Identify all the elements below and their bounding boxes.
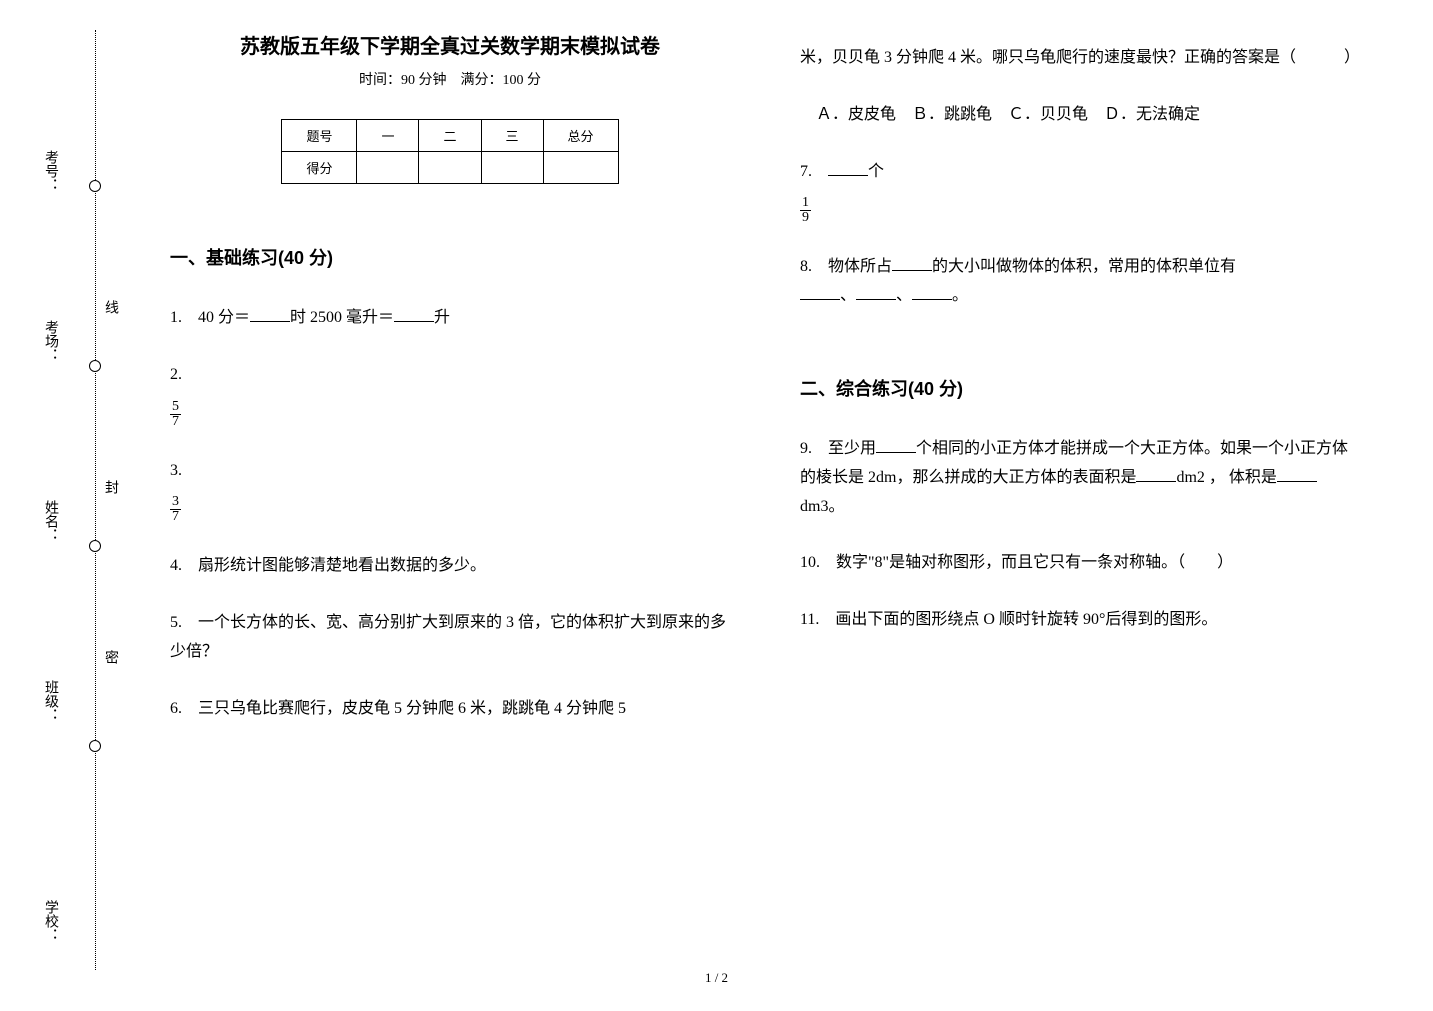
- question-4: 4. 扇形统计图能够清楚地看出数据的多少。: [170, 552, 730, 581]
- q9-a: 9. 至少用: [800, 440, 876, 457]
- score-header: 总分: [543, 120, 618, 152]
- binding-tag-feng: 封: [100, 480, 120, 494]
- q9-d: dm3。: [800, 498, 844, 515]
- question-7: 7. 个 1 9: [800, 158, 1360, 226]
- fraction-num: 5: [170, 400, 181, 415]
- question-6-options: Ａ．皮皮龟 Ｂ．跳跳龟 Ｃ．贝贝龟 Ｄ．无法确定: [800, 101, 1360, 130]
- score-label: 得分: [282, 152, 357, 184]
- score-header: 三: [481, 120, 543, 152]
- binding-tag-xian: 线: [100, 300, 120, 314]
- question-11: 11. 画出下面的图形绕点 O 顺时针旋转 90°后得到的图形。: [800, 606, 1360, 635]
- score-header: 一: [357, 120, 419, 152]
- score-cell: [357, 152, 419, 184]
- question-9: 9. 至少用个相同的小正方体才能拼成一个大正方体。如果一个小正方体的棱长是 2d…: [800, 435, 1360, 521]
- fraction-den: 7: [170, 510, 181, 524]
- q1-text-a: 1. 40 分＝: [170, 309, 250, 326]
- fraction: 5 7: [170, 400, 181, 429]
- section2-title: 二、综合练习(40 分): [800, 375, 1360, 401]
- score-cell: [481, 152, 543, 184]
- question-3: 3. 3 7: [170, 457, 730, 525]
- blank: [1136, 466, 1176, 482]
- score-header: 题号: [282, 120, 357, 152]
- q2-label: 2.: [170, 361, 730, 390]
- q8-b: 的大小叫做物体的体积，常用的体积单位有: [932, 258, 1236, 275]
- content-area: 苏教版五年级下学期全真过关数学期末模拟试卷 时间：90 分钟 满分：100 分 …: [170, 30, 1383, 738]
- q1-text-c: 升: [434, 309, 450, 326]
- fraction-den: 7: [170, 415, 181, 429]
- paper-title: 苏教版五年级下学期全真过关数学期末模拟试卷: [170, 30, 730, 59]
- blank: [856, 284, 896, 300]
- q3-label: 3.: [170, 457, 730, 486]
- blank: [828, 160, 868, 176]
- binding-circle: [89, 360, 101, 372]
- binding-label-room: 考场：: [40, 320, 60, 362]
- fraction: 1 9: [800, 196, 811, 225]
- paper-subtitle: 时间：90 分钟 满分：100 分: [170, 69, 730, 89]
- blank: [892, 255, 932, 271]
- binding-label-name: 姓名：: [40, 500, 60, 542]
- question-6-cont: 米，贝贝龟 3 分钟爬 4 米。哪只乌龟爬行的速度最快？正确的答案是（ ）: [800, 44, 1360, 73]
- question-6: 6. 三只乌龟比赛爬行，皮皮龟 5 分钟爬 6 米，跳跳龟 4 分钟爬 5: [170, 695, 730, 724]
- blank: [394, 306, 434, 322]
- question-2: 2. 5 7: [170, 361, 730, 429]
- score-table: 题号 一 二 三 总分 得分: [281, 119, 618, 184]
- q1-text-b: 时 2500 毫升＝: [290, 309, 394, 326]
- binding-line: [95, 30, 96, 970]
- fraction: 3 7: [170, 495, 181, 524]
- score-header: 二: [419, 120, 481, 152]
- binding-label-school: 学校：: [40, 900, 60, 942]
- q8-end: 。: [952, 287, 968, 304]
- right-column: 米，贝贝龟 3 分钟爬 4 米。哪只乌龟爬行的速度最快？正确的答案是（ ） Ａ．…: [800, 30, 1360, 738]
- score-cell: [419, 152, 481, 184]
- fraction-num: 1: [800, 196, 811, 211]
- table-row: 题号 一 二 三 总分: [282, 120, 618, 152]
- q9-c: dm2 ， 体积是: [1176, 469, 1276, 486]
- question-1: 1. 40 分＝ 时 2500 毫升＝ 升: [170, 304, 730, 333]
- question-5: 5. 一个长方体的长、宽、高分别扩大到原来的 3 倍，它的体积扩大到原来的多少倍…: [170, 609, 730, 667]
- binding-circle: [89, 180, 101, 192]
- binding-label-class: 班级：: [40, 680, 60, 722]
- question-8: 8. 物体所占 的大小叫做物体的体积，常用的体积单位有 、 、 。: [800, 253, 1360, 311]
- q8-sep1: 、: [840, 287, 856, 304]
- blank: [876, 437, 916, 453]
- score-cell: [543, 152, 618, 184]
- q8-a: 8. 物体所占: [800, 258, 892, 275]
- binding-label-id: 考号：: [40, 150, 60, 192]
- q8-sep2: 、: [896, 287, 912, 304]
- page-number: 1 / 2: [705, 970, 728, 986]
- blank: [912, 284, 952, 300]
- q7-prefix: 7.: [800, 163, 828, 180]
- fraction-den: 9: [800, 211, 811, 225]
- blank: [800, 284, 840, 300]
- left-column: 苏教版五年级下学期全真过关数学期末模拟试卷 时间：90 分钟 满分：100 分 …: [170, 30, 730, 738]
- binding-tag-mi: 密: [100, 650, 120, 664]
- binding-circle: [89, 540, 101, 552]
- question-10: 10. 数字"8"是轴对称图形，而且它只有一条对称轴。（ ）: [800, 549, 1360, 578]
- fraction-num: 3: [170, 495, 181, 510]
- section1-title: 一、基础练习(40 分): [170, 244, 730, 270]
- q7-suffix: 个: [868, 163, 884, 180]
- blank: [250, 306, 290, 322]
- binding-circle: [89, 740, 101, 752]
- table-row: 得分: [282, 152, 618, 184]
- blank: [1277, 466, 1317, 482]
